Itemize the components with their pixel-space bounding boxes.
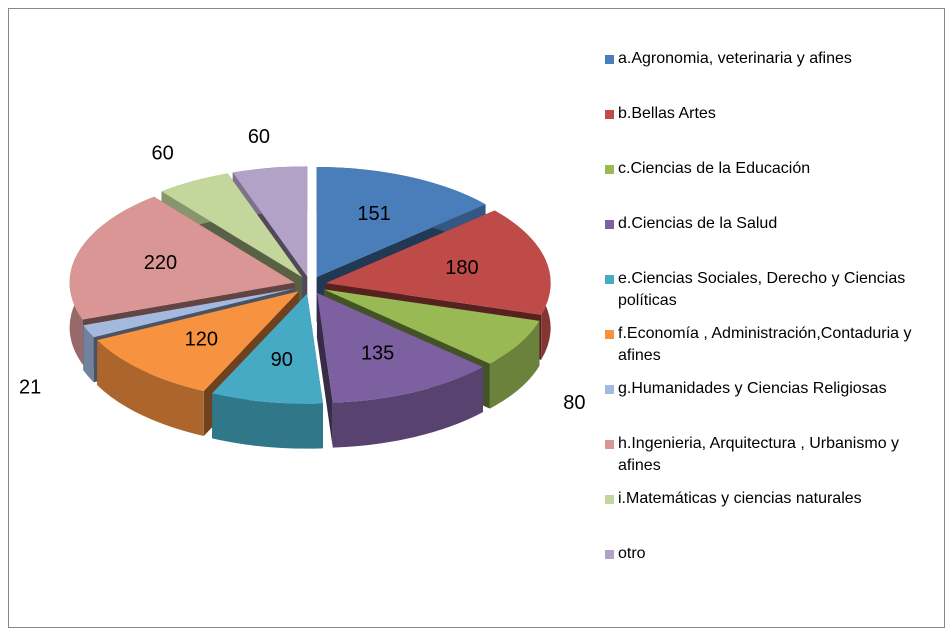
legend-item: e.Ciencias Sociales, Derecho y Ciencias … <box>605 268 944 323</box>
slice <box>161 173 303 278</box>
data-label: 90 <box>271 349 293 371</box>
slice-side <box>83 325 94 383</box>
legend-label: h.Ingenieria, Arquitectura , Urbanismo y… <box>618 435 900 474</box>
legend-swatch <box>605 440 614 449</box>
slice <box>97 291 299 392</box>
legend-item: d.Ciencias de la Salud <box>605 213 944 268</box>
legend-swatch <box>605 220 614 229</box>
legend-item: a.Agronomia, veterinaria y afines <box>605 48 944 103</box>
legend-label: d.Ciencias de la Salud <box>618 215 778 232</box>
legend-swatch <box>605 275 614 284</box>
legend-item: h.Ingenieria, Arquitectura , Urbanismo y… <box>605 433 944 488</box>
slice-side <box>332 367 483 448</box>
legend-label: c.Ciencias de la Educación <box>618 160 811 177</box>
data-label: 135 <box>361 343 394 365</box>
legend-swatch <box>605 165 614 174</box>
data-label: 21 <box>19 377 41 399</box>
slice-side <box>97 340 204 437</box>
data-label: 120 <box>185 328 218 350</box>
legend: a.Agronomia, veterinaria y afines b.Bella… <box>605 48 944 598</box>
slice <box>69 196 295 320</box>
slice-side <box>212 393 323 449</box>
data-label: 151 <box>357 203 390 225</box>
data-label: 180 <box>445 257 478 279</box>
legend-item: b.Bellas Artes <box>605 103 944 158</box>
data-label: 60 <box>151 142 173 164</box>
data-label: 220 <box>144 252 177 274</box>
legend-swatch <box>605 385 614 394</box>
slice <box>316 166 486 277</box>
legend-label: b.Bellas Artes <box>618 105 716 122</box>
legend-label: otro <box>618 545 646 562</box>
slice <box>323 289 540 364</box>
data-label: 80 <box>563 392 585 414</box>
legend-swatch <box>605 110 614 119</box>
legend-label: a.Agronomia, veterinaria y afines <box>618 50 852 67</box>
legend-item: g.Humanidades y Ciencias Religiosas <box>605 378 944 433</box>
legend-label: f.Economía , Administración,Contaduria y… <box>618 325 912 364</box>
legend-item: c.Ciencias de la Educación <box>605 158 944 213</box>
legend-swatch <box>605 55 614 64</box>
legend-swatch <box>605 495 614 504</box>
slice <box>212 293 323 404</box>
slice <box>316 292 483 403</box>
slice <box>232 166 308 277</box>
legend-label: e.Ciencias Sociales, Derecho y Ciencias … <box>618 270 906 309</box>
slice <box>325 210 551 315</box>
legend-item: f.Economía , Administración,Contaduria y… <box>605 323 944 378</box>
legend-label: i.Matemáticas y ciencias naturales <box>618 490 862 507</box>
legend-swatch <box>605 550 614 559</box>
data-label: 60 <box>248 126 270 148</box>
slice-side <box>316 292 333 448</box>
slice-side <box>489 320 540 409</box>
legend-item: i.Matemáticas y ciencias naturales <box>605 488 944 543</box>
legend-label: g.Humanidades y Ciencias Religiosas <box>618 380 887 397</box>
slice <box>83 288 296 338</box>
legend-swatch <box>605 330 614 339</box>
legend-item: otro <box>605 543 944 598</box>
